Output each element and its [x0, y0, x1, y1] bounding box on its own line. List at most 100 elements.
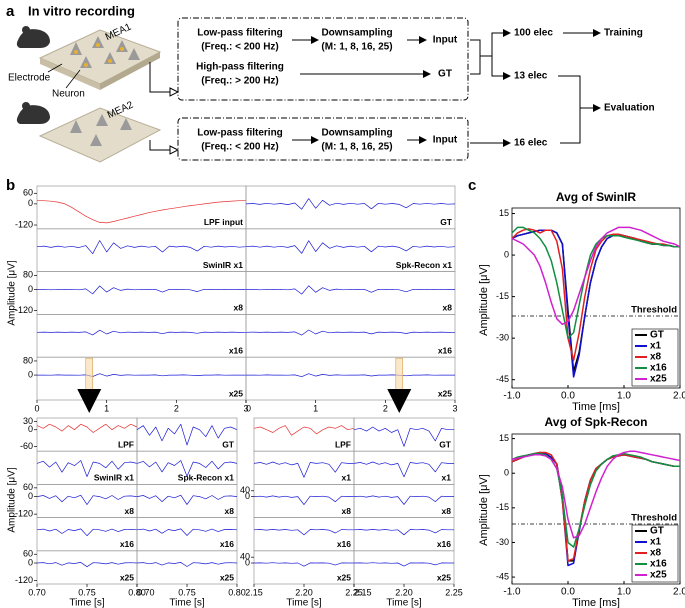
subplot-frame — [36, 484, 138, 518]
legend-label: x25 — [650, 374, 667, 385]
y-axis-label: Amplitude [μV] — [478, 264, 490, 336]
subplot-frame — [245, 271, 456, 315]
trace — [353, 495, 454, 505]
arrow — [149, 140, 178, 150]
y-tick-label: -120 — [15, 575, 33, 585]
trace-label: x25 — [120, 572, 134, 582]
trace — [253, 495, 354, 505]
pointer — [65, 69, 81, 89]
x-tick-label: 2.15 — [245, 587, 263, 597]
trace-label: x16 — [229, 345, 243, 355]
subplot-frame — [353, 484, 455, 518]
mea-plate — [38, 29, 162, 85]
connector — [558, 75, 581, 144]
x-tick-label: 2.0 — [673, 587, 685, 598]
step: (Freq.: > 200 Hz) — [201, 76, 279, 87]
trace — [36, 329, 247, 336]
mouse-ear — [22, 26, 30, 34]
y-tick-label: -45 — [496, 374, 509, 384]
x-tick-label: 0.80 — [128, 587, 146, 597]
y-tick-label: -30 — [496, 537, 509, 547]
y-tick-label: -45 — [496, 571, 509, 581]
subplot-frame — [245, 314, 456, 358]
trace — [245, 198, 456, 210]
y-tick-label: 0 — [245, 491, 250, 501]
x-tick-label: 2.25 — [345, 587, 363, 597]
step: High-pass filtering — [196, 62, 284, 73]
trace — [511, 226, 680, 339]
output: 100 elec — [514, 28, 553, 39]
neurons — [70, 114, 132, 146]
connector — [470, 32, 508, 77]
trace — [353, 426, 454, 447]
x-tick-label: 1 — [313, 403, 318, 413]
subplot-frame — [245, 185, 456, 230]
trace — [353, 562, 454, 567]
trace-label: x25 — [437, 572, 451, 582]
mea-plate-side — [40, 58, 100, 90]
pipeline-box — [177, 17, 469, 101]
x-tick-label: 0 — [34, 403, 39, 413]
trace — [353, 461, 454, 478]
x-tick-label: 2.15 — [354, 587, 372, 597]
mouse-icon — [16, 29, 50, 48]
y-tick-label: 40 — [240, 485, 250, 495]
trace — [36, 423, 138, 433]
trace-label: LPF — [335, 439, 351, 449]
trace-label: x8 — [443, 303, 453, 313]
trace — [136, 562, 238, 567]
y-tick-label: 15 — [499, 208, 509, 218]
x-axis-label: Time [ms] — [572, 597, 620, 608]
x-tick-label: 0.75 — [78, 587, 96, 597]
x-tick-label: 1 — [104, 403, 109, 413]
x-tick-label: 2.20 — [395, 587, 413, 597]
legend-label: x1 — [650, 341, 662, 352]
subplot-frame — [136, 484, 238, 518]
trace-label: x8 — [225, 506, 235, 516]
trace — [36, 240, 247, 255]
trace — [511, 226, 681, 326]
zoom-window — [85, 357, 94, 400]
panel-label: a — [6, 3, 15, 20]
trace-label: x8 — [442, 506, 452, 516]
x-tick-label: 1.0 — [617, 587, 631, 598]
pipeline-box — [177, 117, 469, 161]
mea-plate — [38, 107, 162, 163]
panel-label: c — [468, 177, 476, 194]
trace-label: x25 — [220, 572, 234, 582]
trace — [36, 528, 138, 537]
y-tick-label: 0 — [245, 557, 250, 567]
step: (M: 1, 8, 16, 25) — [321, 142, 392, 153]
y-tick-label: 0 — [28, 491, 33, 501]
step: (Freq.: < 200 Hz) — [201, 142, 279, 153]
y-tick-label: -120 — [15, 305, 33, 315]
x-axis-label: Time [s] — [386, 598, 421, 608]
x-tick-label: 2 — [174, 403, 179, 413]
trace-label: x16 — [438, 345, 452, 355]
trace — [246, 373, 455, 378]
trace-label: GT — [222, 439, 235, 449]
trace-label: x16 — [220, 539, 234, 549]
trace — [136, 423, 238, 446]
subplot-frame — [36, 314, 247, 358]
legend-label: x8 — [650, 548, 662, 559]
threshold-label: Threshold — [631, 305, 677, 316]
y-tick-label: 80 — [23, 355, 33, 365]
y-tick-label: 0 — [504, 468, 509, 478]
legend-label: x1 — [650, 537, 662, 548]
neuron-label: Neuron — [52, 89, 85, 100]
trace-label: x16 — [437, 539, 451, 549]
x-tick-label: 0.80 — [228, 587, 246, 597]
trace — [511, 228, 680, 362]
y-tick-label: 0 — [28, 369, 33, 379]
y-tick-label: 80 — [23, 270, 33, 280]
step: (M: 1, 8, 16, 25) — [321, 42, 392, 53]
trace — [253, 562, 354, 567]
x-axis-label: Time [ms] — [572, 401, 620, 413]
y-tick-label: -15 — [496, 291, 509, 301]
y-tick-label: 0 — [28, 424, 33, 434]
trace — [36, 285, 247, 295]
electrode-label: Electrode — [8, 73, 51, 84]
x-tick-label: 3 — [452, 403, 457, 413]
y-axis-label: Amplitude [μV] — [7, 467, 18, 532]
